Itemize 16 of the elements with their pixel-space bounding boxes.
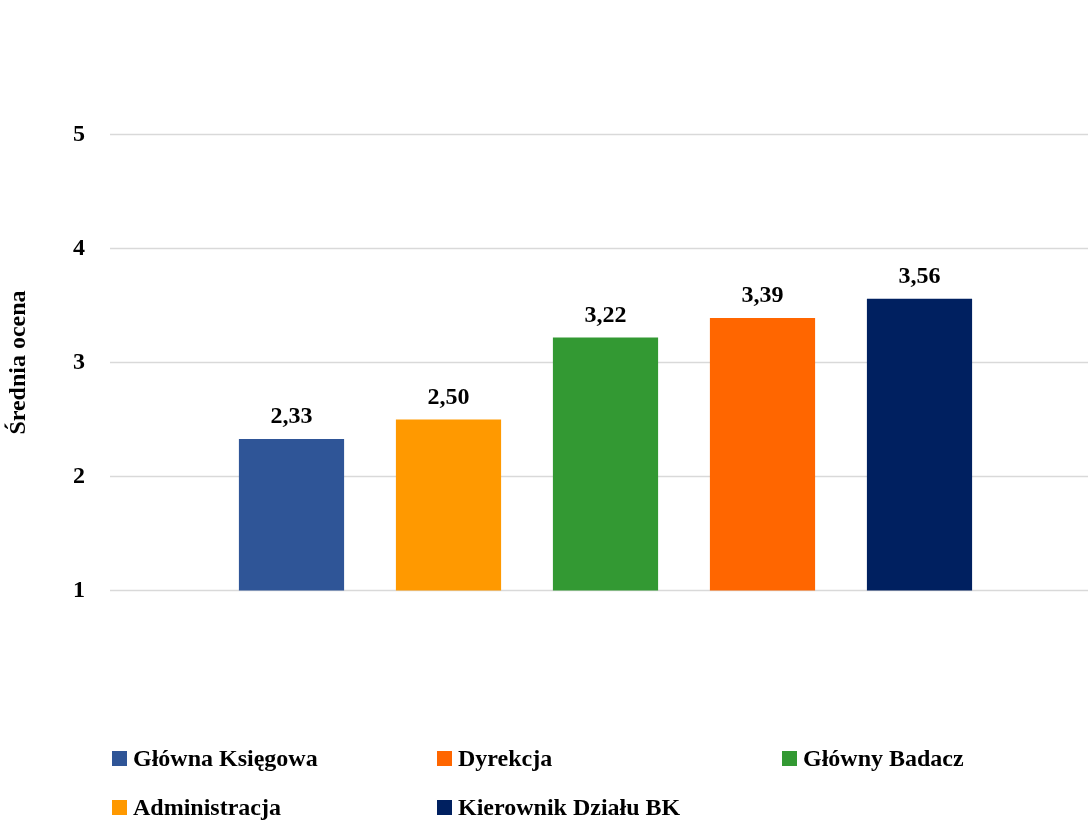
data-label: 3,22 (584, 300, 627, 327)
data-label: 3,39 (741, 281, 784, 308)
y-tick-label: 3 (73, 347, 85, 374)
legend-label: Główna Księgowa (132, 745, 319, 772)
y-tick-label: 1 (73, 575, 85, 602)
legend-label: Główny Badacz (802, 745, 965, 772)
legend-label: Kierownik Działu BK (457, 794, 682, 821)
data-label: 3,56 (898, 261, 941, 288)
y-tick-label: 4 (73, 233, 85, 260)
y-tick-label: 5 (73, 119, 85, 146)
y-tick-label: 2 (73, 461, 85, 488)
y-axis-title: Średnia ocena (3, 290, 30, 435)
data-label: 2,50 (427, 382, 470, 409)
legend-label: Administracja (132, 794, 282, 821)
legend-label: Dyrekcja (457, 745, 554, 772)
data-label: 2,33 (270, 402, 313, 429)
